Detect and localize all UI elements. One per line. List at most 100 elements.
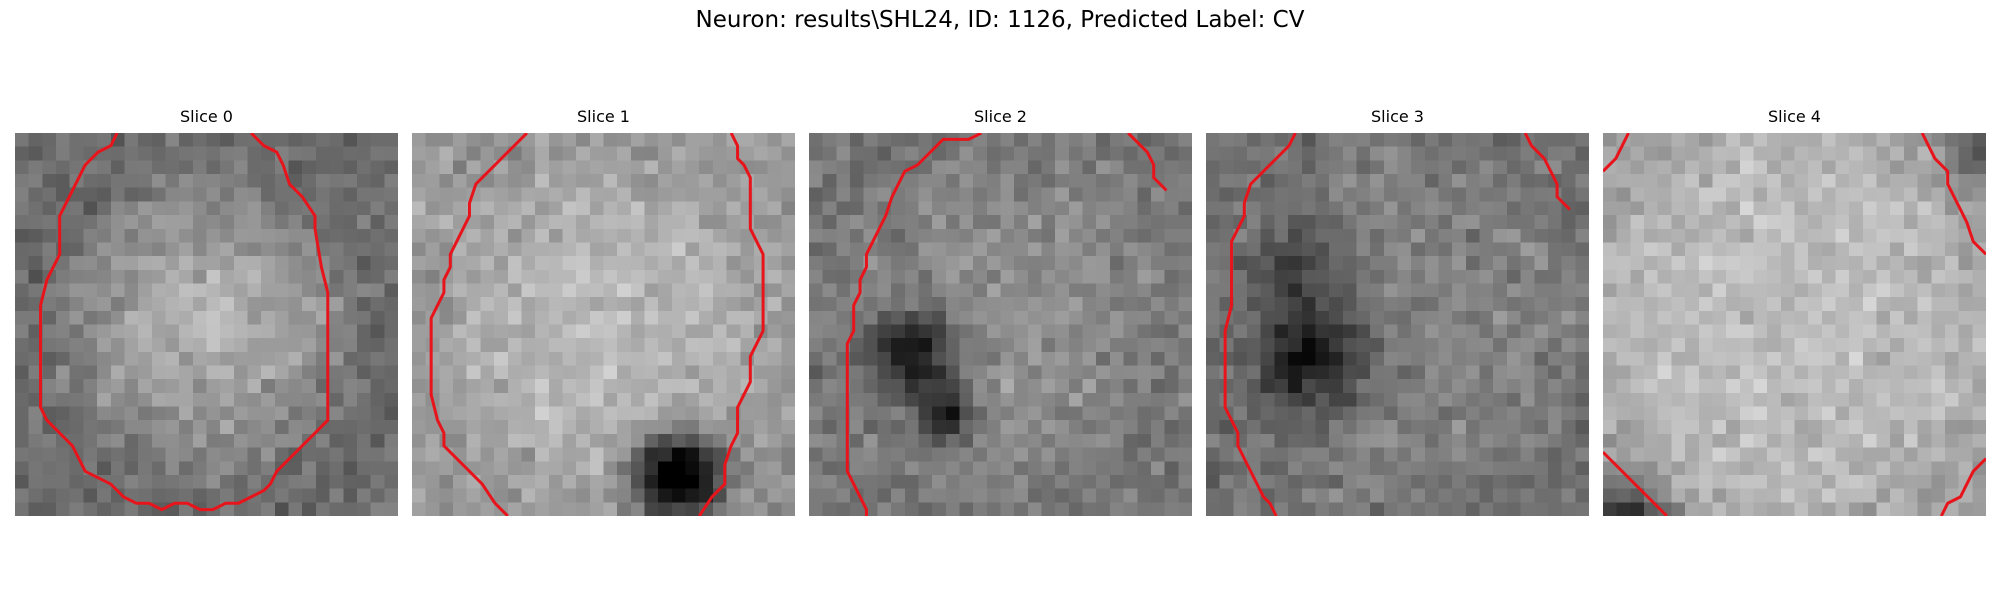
pixel [877,502,892,516]
pixel [274,379,289,394]
pixel [192,474,207,489]
pixel [15,269,29,284]
pixel [1288,461,1303,476]
pixel [1465,461,1480,476]
pixel [302,324,317,339]
pixel [986,297,1001,312]
pixel [165,474,180,489]
pixel [644,324,659,339]
pixel [1247,297,1261,312]
pixel [1849,461,1864,476]
pixel [1150,379,1165,394]
pixel [453,133,467,147]
pixel [1301,447,1316,462]
pixel [877,365,892,380]
pixel [945,365,960,380]
pixel [370,283,385,298]
pixel [1465,488,1480,503]
pixel [110,392,125,407]
pixel [1383,283,1398,298]
pixel [1712,242,1727,257]
pixel [1849,420,1864,435]
pixel [1520,297,1535,312]
pixel [1000,201,1015,216]
pixel [1479,133,1494,147]
pixel [110,215,125,230]
pixel [1219,324,1234,339]
pixel [439,351,454,366]
pixel [1575,201,1589,216]
pixel [315,160,330,175]
pixel [781,228,795,243]
pixel [220,201,235,216]
pixel [1903,379,1918,394]
pixel [494,297,509,312]
pixel [1890,228,1905,243]
pixel [1685,365,1700,380]
pixel [1726,365,1741,380]
pixel [69,392,84,407]
pixel [1356,365,1371,380]
pixel [453,420,467,435]
pixel [781,461,795,476]
pixel [603,256,618,271]
pixel [1876,474,1891,489]
pixel [494,228,509,243]
pixel [630,488,645,503]
slice-panel-2: Slice 2 [809,107,1192,516]
pixel [1685,283,1700,298]
pixel [986,351,1001,366]
pixel [42,447,57,462]
pixel [165,433,180,448]
pixel [973,379,988,394]
pixel [959,269,974,284]
pixel [274,242,289,257]
pixel [124,174,139,188]
pixel [1726,297,1741,312]
pixel [1233,392,1248,407]
pixel [822,256,837,271]
pixel [1329,502,1344,516]
pixel [932,351,947,366]
pixel [877,433,892,448]
pixel [1164,310,1179,325]
pixel [1739,310,1754,325]
pixel [753,133,768,147]
pixel [274,433,289,448]
pixel [1917,160,1932,175]
pixel [863,215,878,230]
pixel [1329,160,1344,175]
pixel [1712,351,1727,366]
pixel [1685,174,1700,188]
pixel [1780,379,1795,394]
pixel [356,406,371,421]
pixel [753,447,768,462]
pixel [576,420,591,435]
pixel [644,242,659,257]
pixel [370,228,385,243]
pixel [42,228,57,243]
pixel [1794,324,1809,339]
pixel [28,256,43,271]
pixel [986,269,1001,284]
pixel [1301,338,1316,353]
pixel [589,174,604,188]
pixel [288,433,303,448]
pixel [1383,133,1398,147]
pixel [836,488,851,503]
pixel [220,392,235,407]
pixel [1383,201,1398,216]
pixel [1411,269,1426,284]
pixel [699,187,714,202]
pixel [1644,133,1658,147]
pixel [685,283,700,298]
pixel [466,256,481,271]
pixel [1164,242,1179,257]
pixel [1835,228,1850,243]
pixel [151,201,166,216]
pixel [1780,351,1795,366]
pixel [69,433,84,448]
pixel [1671,215,1686,230]
pixel [1603,365,1617,380]
pixel [767,174,782,188]
